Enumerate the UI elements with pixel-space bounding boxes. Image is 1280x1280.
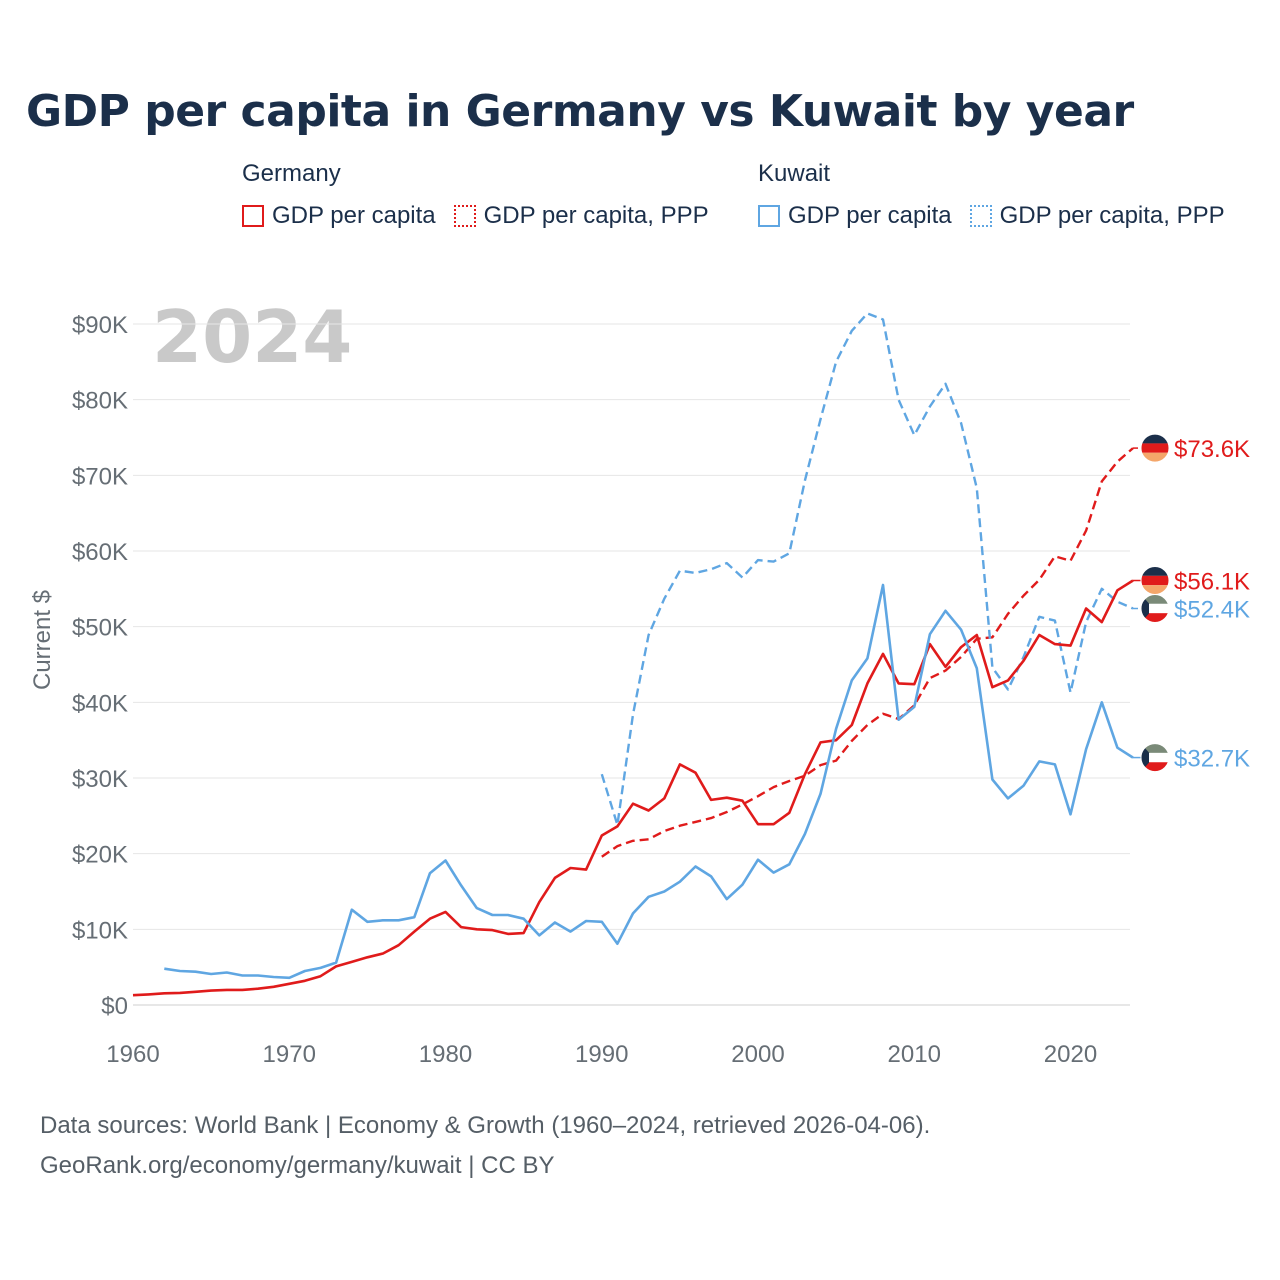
y-tick-label: $70K <box>72 463 128 490</box>
legend-swatch-dotted <box>969 205 992 227</box>
legend-swatch-solid <box>758 205 780 227</box>
y-tick-label: $30K <box>72 766 128 793</box>
x-tick-label: 2020 <box>1044 1041 1097 1068</box>
legend-group-name: Kuwait <box>758 160 831 187</box>
kuwait-flag-icon <box>1140 594 1170 624</box>
legend-swatch-dotted <box>453 205 476 227</box>
end-value-label: $32.7K <box>1174 746 1250 773</box>
source-url-text: GeoRank.org/economy/germany/kuwait | CC … <box>40 1152 555 1179</box>
end-value-label: $73.6K <box>1174 436 1250 463</box>
y-tick-label: $90K <box>72 312 128 339</box>
x-tick-label: 1990 <box>575 1041 628 1068</box>
legend-label: GDP per capita, PPP <box>483 202 709 229</box>
legend-label: GDP per capita <box>272 202 436 229</box>
legend-label: GDP per capita <box>788 202 952 229</box>
data-source-text: Data sources: World Bank | Economy & Gro… <box>40 1112 931 1139</box>
legend-item-germany-gdp[interactable]: GDP per capita <box>242 202 436 230</box>
series-line-3 <box>600 312 1134 827</box>
legend-item-kuwait-ppp[interactable]: GDP per capita, PPP <box>969 202 1225 230</box>
y-tick-label: $50K <box>72 615 128 642</box>
x-tick-label: 2000 <box>731 1041 784 1068</box>
legend-group-kuwait: Kuwait GDP per capita GDP per capita, PP… <box>758 160 1225 230</box>
legend-group-germany: Germany GDP per capita GDP per capita, P… <box>242 160 709 230</box>
year-label: 2024 <box>152 295 352 379</box>
legend-group-name: Germany <box>242 160 341 187</box>
x-tick-label: 1960 <box>106 1041 159 1068</box>
kuwait-flag-icon <box>1140 743 1170 773</box>
footer: Data sources: World Bank | Economy & Gro… <box>40 1106 930 1186</box>
line-chart: 2024 Current $ $0 $10K $20K $30K $40K $50K $60… <box>29 295 1250 1068</box>
legend-item-kuwait-gdp[interactable]: GDP per capita <box>758 202 952 230</box>
germany-flag-icon <box>1140 566 1170 596</box>
series-line-0 <box>132 579 1134 997</box>
y-tick-label: $40K <box>72 690 128 717</box>
y-tick-label: $20K <box>72 842 128 869</box>
y-axis-title: Current $ <box>29 590 56 690</box>
series-line-1 <box>601 447 1134 858</box>
legend-item-germany-ppp[interactable]: GDP per capita, PPP <box>453 202 709 230</box>
x-tick-label: 1980 <box>419 1041 472 1068</box>
end-value-label: $52.4K <box>1174 597 1250 624</box>
x-tick-label: 1970 <box>263 1041 316 1068</box>
y-tick-label: $80K <box>72 388 128 415</box>
y-tick-label: $10K <box>72 917 128 944</box>
y-tick-label: $60K <box>72 539 128 566</box>
end-value-label: $56.1K <box>1174 569 1250 596</box>
legend-label: GDP per capita, PPP <box>999 202 1225 229</box>
x-tick-label: 2010 <box>888 1041 941 1068</box>
page-title: GDP per capita in Germany vs Kuwait by y… <box>26 86 1134 137</box>
series-line-2 <box>164 583 1134 980</box>
y-tick-label: $0 <box>101 993 128 1020</box>
legend-swatch-solid <box>242 205 264 227</box>
germany-flag-icon <box>1140 433 1170 463</box>
